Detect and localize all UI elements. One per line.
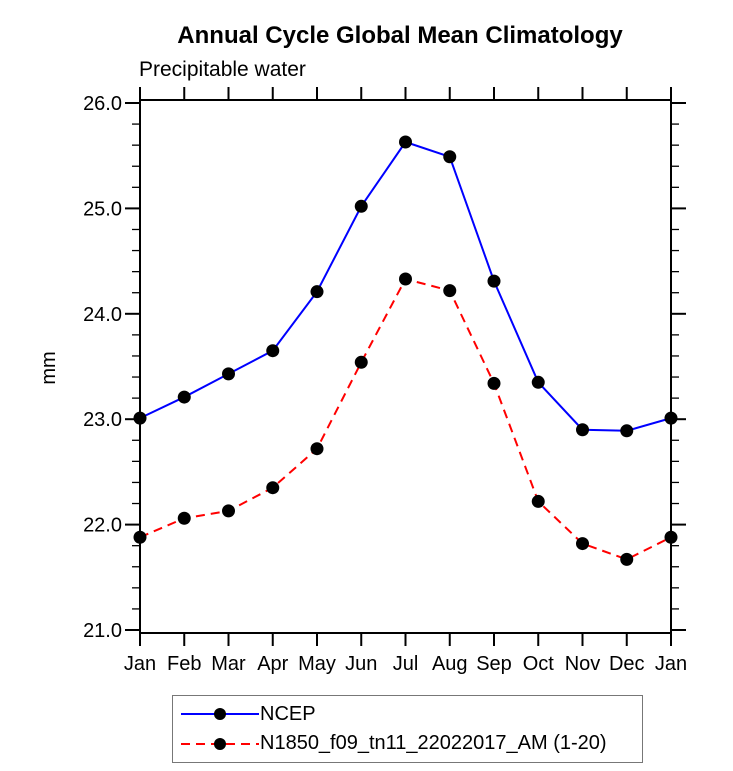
data-point-marker xyxy=(133,530,147,544)
x-tick-label: Oct xyxy=(523,653,555,675)
legend-marker-dot xyxy=(214,737,226,750)
y-tick-label: 22.0 xyxy=(83,515,122,537)
series-line-1 xyxy=(139,277,672,561)
legend-label-ncep: NCEP xyxy=(260,702,316,725)
data-point-marker xyxy=(133,411,147,425)
data-point-marker xyxy=(310,442,324,456)
data-point-marker xyxy=(399,272,412,286)
x-tick-label: Jul xyxy=(393,653,419,675)
x-tick-label: Apr xyxy=(257,653,288,675)
data-point-marker xyxy=(576,537,589,551)
data-point-marker xyxy=(177,390,191,404)
data-point-marker xyxy=(354,199,368,213)
data-point-marker xyxy=(664,411,678,425)
x-tick-label: Aug xyxy=(432,653,468,675)
x-tick-label: Nov xyxy=(565,653,601,675)
y-tick-label: 23.0 xyxy=(83,409,122,431)
x-tick-label: Jun xyxy=(345,653,377,675)
y-tick-label: 25.0 xyxy=(83,198,122,220)
data-point-marker xyxy=(664,530,678,544)
x-axis-labels: Jan Feb Mar Apr May Jun Jul Aug Sep Oct Nov Dec Jan xyxy=(124,653,687,675)
x-tick-label: Mar xyxy=(211,653,246,675)
data-point-marker xyxy=(620,552,634,566)
series-markers-1 xyxy=(133,272,678,566)
x-tick-label: Feb xyxy=(167,653,201,675)
data-point-marker xyxy=(399,135,412,149)
data-point-marker xyxy=(443,150,457,164)
data-point-marker xyxy=(531,375,545,389)
legend-item-ncep: NCEP xyxy=(180,703,642,726)
series-line-0 xyxy=(139,140,672,432)
data-point-marker xyxy=(177,511,191,525)
x-tick-label: Dec xyxy=(609,653,645,675)
data-point-marker xyxy=(354,355,368,369)
chart-title: Annual Cycle Global Mean Climatology xyxy=(177,22,623,49)
axis-frame xyxy=(139,99,672,634)
data-point-marker xyxy=(222,504,235,518)
legend-item-model: N1850_f09_tn11_22022017_AM (1-20) xyxy=(180,732,642,755)
x-axis-ticks xyxy=(139,87,672,646)
y-axis-ticks xyxy=(125,102,686,631)
data-point-marker xyxy=(310,285,324,299)
series-path-1 xyxy=(139,277,672,561)
legend-marker-dot xyxy=(214,708,226,721)
y-tick-label: 21.0 xyxy=(83,620,122,642)
data-point-marker xyxy=(576,423,589,437)
series-path-0 xyxy=(139,140,672,432)
data-point-marker xyxy=(266,344,280,358)
y-axis-unit-label: mm xyxy=(38,351,60,385)
y-tick-label: 26.0 xyxy=(83,93,122,115)
data-point-marker xyxy=(443,284,457,298)
y-axis-labels: 21.0 22.0 23.0 24.0 25.0 26.0 xyxy=(83,93,122,642)
series-markers-0 xyxy=(133,135,678,438)
y-tick-label: 24.0 xyxy=(83,304,122,326)
chart-subtitle: Precipitable water xyxy=(139,58,306,81)
x-tick-label: Jan xyxy=(124,653,156,675)
x-tick-label: Jan xyxy=(655,653,687,675)
data-point-marker xyxy=(487,376,501,390)
legend-line-sample-dashed xyxy=(181,737,259,750)
legend-line-sample-solid xyxy=(181,708,259,721)
data-point-marker xyxy=(620,424,634,438)
data-point-marker xyxy=(531,494,545,508)
x-tick-label: May xyxy=(298,653,336,675)
x-tick-label: Sep xyxy=(476,653,512,675)
legend: NCEP N1850_f09_tn11_22022017_AM (1-20) xyxy=(172,695,643,763)
data-point-marker xyxy=(222,367,235,381)
data-point-marker xyxy=(266,481,280,495)
legend-label-model: N1850_f09_tn11_22022017_AM (1-20) xyxy=(260,732,607,755)
data-point-marker xyxy=(487,274,501,288)
